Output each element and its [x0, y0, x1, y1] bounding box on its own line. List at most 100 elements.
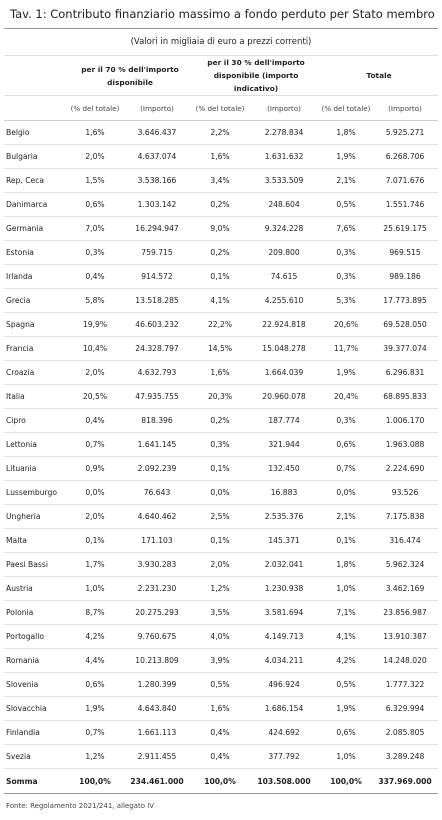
table-row: Germania 7,0% 16.294.947 9,0% 9.324.228 7,6% 2… — [4, 216, 439, 241]
cell: 0,3% — [192, 432, 249, 457]
cell: 2,0% — [68, 144, 122, 169]
cell: 4.637.074 — [122, 144, 193, 169]
total-row: Somma 100,0% 234.461.000 100,0% 103.508.000 1… — [4, 768, 439, 794]
cell: 8,7% — [68, 600, 122, 625]
cell: 2.278.834 — [248, 120, 321, 145]
table-row: Ungheria 2,0% 4.640.462 2,5% 2.535.376 2,1% 7.… — [4, 504, 439, 529]
cell: 3.462.169 — [372, 576, 439, 601]
cell: 1,6% — [192, 360, 249, 385]
country: Romania — [4, 648, 68, 673]
cell: 4,1% — [192, 288, 249, 313]
total-cell: 100,0% — [320, 768, 373, 794]
cell: 68.895.833 — [372, 384, 439, 409]
cell: 0,2% — [192, 240, 249, 265]
cell: 3,9% — [192, 648, 249, 673]
table-row: Malta 0,1% 171.103 0,1% 145.371 0,1% 316.474 — [4, 528, 439, 553]
country: Paesi Bassi — [4, 552, 68, 577]
table-head: per il 70 % dell'importo disponibile per … — [4, 56, 439, 121]
cell: 20,4% — [320, 384, 373, 409]
cell: 0,5% — [192, 672, 249, 697]
cell: 4,2% — [320, 648, 373, 673]
cell: 969.515 — [372, 240, 439, 265]
country: Finlandia — [4, 720, 68, 745]
group-header: Totale — [320, 56, 439, 96]
cell: 914.572 — [122, 264, 193, 289]
cell: 1.280.399 — [122, 672, 193, 697]
table-row: Romania 4,4% 10.213.809 3,9% 4.034.211 4,2% 14… — [4, 648, 439, 673]
total-cell: 100,0% — [192, 768, 249, 794]
cell: 818.396 — [122, 408, 193, 433]
footer: Fonte: Regolamento 2021/241, allegato IV — [6, 802, 155, 810]
country: Italia — [4, 384, 68, 409]
cell: 1.664.039 — [248, 360, 321, 385]
cell: 3.646.437 — [122, 120, 193, 145]
table-row: Grecia 5,8% 13.518.285 4,1% 4.255.610 5,3% 17.… — [4, 288, 439, 313]
country: Spagna — [4, 312, 68, 337]
cell: 5.962.324 — [372, 552, 439, 577]
cell: 1,6% — [192, 144, 249, 169]
cell: 0,1% — [192, 456, 249, 481]
cell: 5,8% — [68, 288, 122, 313]
table-row: Cipro 0,4% 818.396 0,2% 187.774 0,3% 1.006.170 — [4, 408, 439, 433]
table-row: Svezia 1,2% 2.911.455 0,4% 377.792 1,0% 3.289.… — [4, 744, 439, 769]
cell: 2.032.041 — [248, 552, 321, 577]
cell: 0,4% — [192, 744, 249, 769]
cell: 14.248.020 — [372, 648, 439, 673]
table-row: Belgio 1,6% 3.646.437 2,2% 2.278.834 1,8% 5.92… — [4, 120, 439, 145]
total-cell: 100,0% — [68, 768, 122, 794]
cell: 10,4% — [68, 336, 122, 361]
cell: 187.774 — [248, 408, 321, 433]
country: Lussemburgo — [4, 480, 68, 505]
table-row: Estonia 0,3% 759.715 0,2% 209.800 0,3% 969.515 — [4, 240, 439, 265]
cell: 74.615 — [248, 264, 321, 289]
cell: 496.924 — [248, 672, 321, 697]
country: Lettonia — [4, 432, 68, 457]
cell: 0,6% — [68, 192, 122, 217]
cell: 0,7% — [68, 720, 122, 745]
sub-header: (Importo) — [122, 95, 193, 121]
cell: 16.294.947 — [122, 216, 193, 241]
cell: 171.103 — [122, 528, 193, 553]
cell: 2,5% — [192, 504, 249, 529]
country: Bulgaria — [4, 144, 68, 169]
cell: 39.377.074 — [372, 336, 439, 361]
cell: 69.528.050 — [372, 312, 439, 337]
cell: 1,0% — [68, 576, 122, 601]
cell: 2.535.376 — [248, 504, 321, 529]
cell: 13.518.285 — [122, 288, 193, 313]
cell: 4.149.713 — [248, 624, 321, 649]
cell: 0,4% — [192, 720, 249, 745]
cell: 0,4% — [68, 408, 122, 433]
cell: 2,0% — [68, 504, 122, 529]
cell: 248.604 — [248, 192, 321, 217]
table-row: Irlanda 0,4% 914.572 0,1% 74.615 0,3% 989.186 — [4, 264, 439, 289]
cell: 1,2% — [192, 576, 249, 601]
country: Croazia — [4, 360, 68, 385]
cell: 0,9% — [68, 456, 122, 481]
cell: 10.213.809 — [122, 648, 193, 673]
table-row: Danimarca 0,6% 1.303.142 0,2% 248.604 0,5% 1.5… — [4, 192, 439, 217]
cell: 4.255.610 — [248, 288, 321, 313]
cell: 2.092.239 — [122, 456, 193, 481]
cell: 1.230.938 — [248, 576, 321, 601]
total-cell: 234.461.000 — [122, 768, 193, 794]
cell: 321.944 — [248, 432, 321, 457]
cell: 20,6% — [320, 312, 373, 337]
cell: 7.175.838 — [372, 504, 439, 529]
cell: 3.930.283 — [122, 552, 193, 577]
country: Danimarca — [4, 192, 68, 217]
cell: 0,3% — [320, 240, 373, 265]
country: Malta — [4, 528, 68, 553]
cell: 7,1% — [320, 600, 373, 625]
cell: 377.792 — [248, 744, 321, 769]
cell: 0,5% — [320, 672, 373, 697]
cell: 0,7% — [320, 456, 373, 481]
cell: 2.911.455 — [122, 744, 193, 769]
cell: 1,6% — [68, 120, 122, 145]
country: Belgio — [4, 120, 68, 145]
table-body: Belgio 1,6% 3.646.437 2,2% 2.278.834 1,8% 5.92… — [4, 120, 439, 794]
total-cell: 103.508.000 — [248, 768, 321, 794]
cell: 1,0% — [320, 576, 373, 601]
cell: 25.619.175 — [372, 216, 439, 241]
